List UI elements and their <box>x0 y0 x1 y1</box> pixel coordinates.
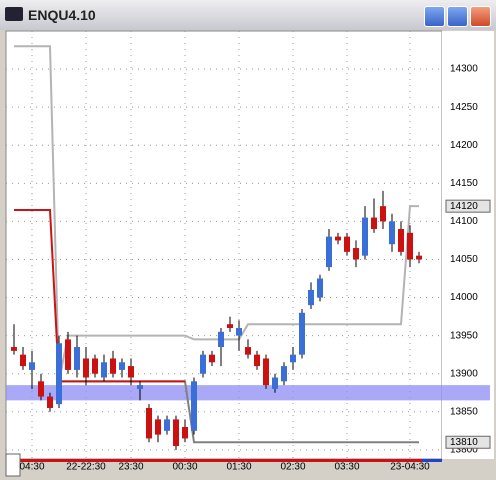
y-tick-label: 14000 <box>450 292 478 303</box>
candle-body <box>137 385 143 389</box>
y-tick-label: 13950 <box>450 330 478 341</box>
candle-body <box>335 236 341 241</box>
candle-body <box>47 396 53 408</box>
candle-body <box>200 354 206 374</box>
price-tag-box <box>445 199 491 213</box>
window-title: ENQU4.10 <box>28 7 96 23</box>
candle-body <box>281 366 287 382</box>
candle-body <box>371 217 377 230</box>
candle-body <box>290 354 296 363</box>
candle-body <box>263 358 269 386</box>
candle-body <box>299 312 305 355</box>
candle-body <box>236 328 242 336</box>
candle-body <box>92 358 98 374</box>
candle-body <box>20 354 26 367</box>
candle-body <box>380 206 386 222</box>
candle-body <box>272 377 278 389</box>
title-bar: ENQU4.10 <box>0 0 496 30</box>
overlay-line <box>14 45 419 382</box>
price-tag-box <box>445 435 491 449</box>
candle-body <box>38 381 44 397</box>
candle-body <box>65 339 71 370</box>
candle-body <box>83 358 89 378</box>
candle-body <box>254 354 260 367</box>
candle-body <box>56 343 62 405</box>
candle-body <box>317 278 323 298</box>
candle-body <box>191 381 197 431</box>
maximize-button[interactable] <box>447 6 468 27</box>
candle-body <box>362 217 368 256</box>
candle-body <box>416 255 422 260</box>
candle-body <box>128 366 134 378</box>
candle-body <box>173 419 179 447</box>
y-tick-label: 13850 <box>450 406 478 417</box>
price-band <box>6 385 490 401</box>
y-tick-label: 14100 <box>450 216 478 227</box>
y-tick-label: 13900 <box>450 368 478 379</box>
y-tick-label: 13800 <box>450 445 478 456</box>
candle-body <box>182 427 188 439</box>
candle-body <box>389 221 395 245</box>
y-tick-label: 14200 <box>450 140 478 151</box>
candle-body <box>101 362 107 378</box>
candle-body <box>74 347 80 370</box>
candle-body <box>245 347 251 355</box>
x-tick-label: 23-04:30 <box>390 462 430 473</box>
candle-body <box>398 229 404 252</box>
price-tag-label: 13810 <box>450 437 478 448</box>
time-strip <box>6 459 442 462</box>
candle-body <box>119 362 125 370</box>
candle-body <box>326 236 332 268</box>
time-strip-end <box>422 459 442 462</box>
y-tick-label: 14050 <box>450 254 478 265</box>
y-tick-label: 14150 <box>450 178 478 189</box>
candle-body <box>29 362 35 370</box>
candle-body <box>209 354 215 363</box>
candle-body <box>218 331 224 348</box>
candle-body <box>164 419 170 431</box>
candle-body <box>11 347 17 351</box>
close-button[interactable] <box>470 6 491 27</box>
app-icon <box>5 7 23 21</box>
y-tick-label: 14300 <box>450 64 478 75</box>
price-tag-label: 14120 <box>450 201 478 212</box>
overlay-line <box>14 208 185 383</box>
candle-body <box>110 358 116 374</box>
candle-body <box>353 248 359 260</box>
candle-body <box>344 236 350 252</box>
candle-body <box>308 289 314 306</box>
x-tick-label: 04:30 <box>19 462 44 473</box>
candle-body <box>407 232 413 260</box>
x-tick-label: 23:30 <box>118 462 143 473</box>
x-tick-label: 01:30 <box>226 462 251 473</box>
candle-body <box>227 324 233 329</box>
x-tick-label: 22-22:30 <box>66 462 106 473</box>
corner-box <box>5 453 21 477</box>
x-tick-label: 02:30 <box>280 462 305 473</box>
x-tick-label: 00:30 <box>172 462 197 473</box>
candle-body <box>146 407 152 439</box>
minimize-button[interactable] <box>424 6 445 27</box>
candle-body <box>155 419 161 435</box>
y-tick-label: 14250 <box>450 102 478 113</box>
x-tick-label: 03:30 <box>334 462 359 473</box>
